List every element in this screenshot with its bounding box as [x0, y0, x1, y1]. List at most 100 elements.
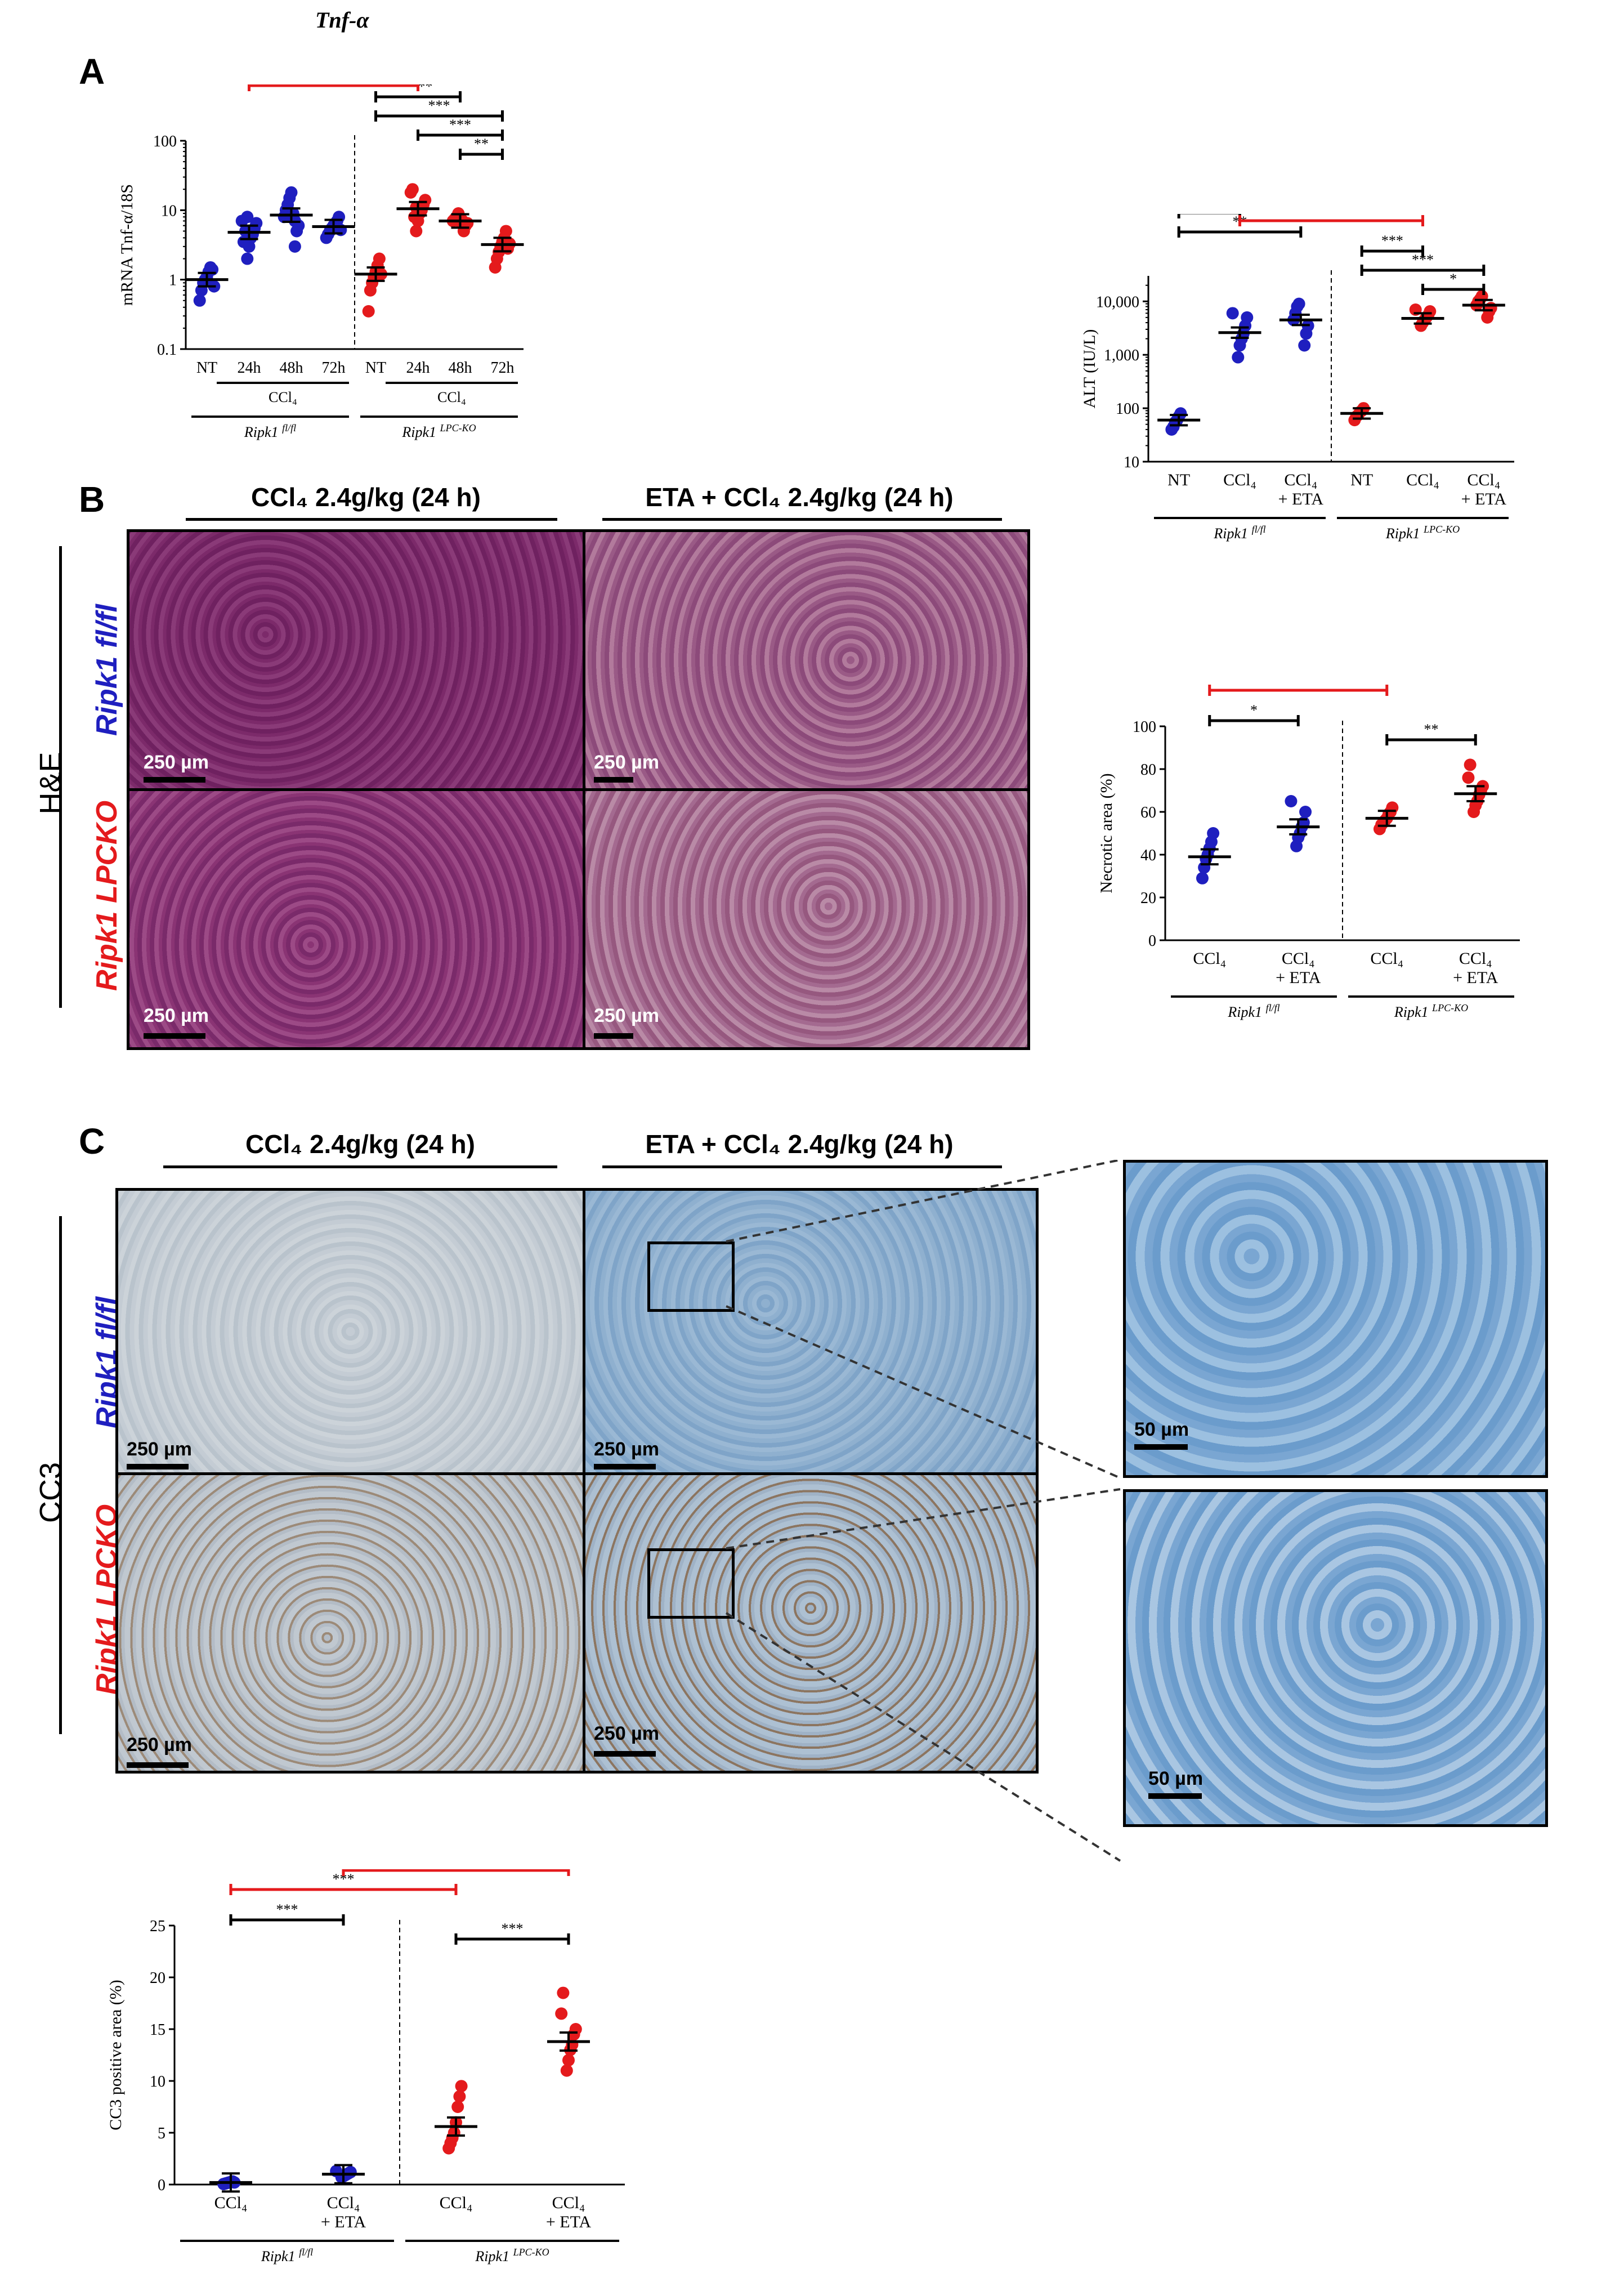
scalebar: [1148, 1793, 1202, 1799]
data-point: [406, 183, 419, 196]
data-point: [1298, 339, 1311, 352]
zoom-region-box: [647, 1241, 735, 1312]
x-tick-label: 24h: [238, 359, 261, 377]
significance-label: ***: [1381, 233, 1403, 249]
scalebar-label: 50 µm: [1134, 1419, 1189, 1440]
panel-letter-b: B: [79, 479, 105, 520]
y-tick-label: 20: [1140, 890, 1156, 907]
significance-label: ***: [428, 97, 450, 114]
data-point: [1285, 795, 1298, 807]
data-point: [1292, 297, 1305, 310]
x-tick-label: NT: [196, 359, 217, 377]
data-point: [1462, 771, 1475, 784]
data-point: [344, 2165, 357, 2178]
panel-b-row2-label: Ripk1 LPCKO: [91, 800, 123, 991]
data-point: [285, 186, 298, 199]
scalebar: [127, 1464, 189, 1469]
data-point: [288, 240, 301, 253]
tnf-chart: 0.1 1 10 100 mRNA Tnf-α/18S NT 24h 48h 72h NT 24h 4…: [118, 84, 524, 440]
data-point: [1464, 758, 1477, 771]
data-point: [557, 1986, 570, 1999]
scalebar-label: 250 µm: [594, 1005, 659, 1026]
significance-label: **: [474, 136, 489, 152]
x-tick-label: CCl₄: [440, 2194, 473, 2212]
x-tick-label: CCl₄: [1370, 949, 1403, 968]
panel-b-col1-header: CCl₄ 2.4g/kg (24 h): [251, 483, 481, 512]
panel-letter-c: C: [79, 1121, 105, 1162]
x-tick-label: 48h: [449, 359, 472, 377]
data-point: [410, 225, 423, 238]
panel-c-stain-label: CC3: [34, 1462, 68, 1524]
scalebar: [144, 777, 205, 783]
data-point: [453, 2090, 466, 2103]
significance-label: ***: [1287, 681, 1309, 688]
data-point: [1226, 307, 1239, 320]
x-tick-label: 72h: [491, 359, 515, 377]
x-tick-label: NT: [1350, 471, 1373, 489]
scalebar: [594, 1751, 656, 1757]
y-tick-label: 10: [150, 2073, 165, 2091]
y-axis-label: CC3 positive area (%): [106, 1980, 125, 2130]
panel-b-row-line: [59, 546, 62, 1008]
significance-label: ***: [502, 1920, 524, 1937]
he-flfl-eta-image: 250 µm: [583, 529, 1030, 791]
panel-c-col2-header: ETA + CCl₄ 2.4g/kg (24 h): [645, 1129, 954, 1159]
y-tick-label: 25: [150, 1918, 165, 1935]
y-axis-label: Necrotic area (%): [1097, 773, 1116, 893]
panel-c-col2-underline: [602, 1165, 1002, 1168]
y-tick-label: 10: [161, 202, 177, 220]
genotype-label: Ripk1 LPC-KO: [401, 422, 476, 440]
y-axis-label: mRNA Tnf-α/18S: [118, 184, 136, 306]
treatment-label: CCl₄: [269, 389, 297, 405]
y-tick-label: 10,000: [1096, 293, 1139, 311]
scalebar-label: 50 µm: [1148, 1768, 1204, 1789]
x-tick-label: CCl₄: [552, 2194, 585, 2212]
scalebar-label: 250 µm: [594, 752, 659, 773]
y-tick-label: 100: [1133, 718, 1156, 736]
y-tick-label: 10: [1124, 454, 1139, 471]
panel-b-row1-label: Ripk1 fl/fl: [91, 604, 123, 736]
panel-c-col1-header: CCl₄ 2.4g/kg (24 h): [245, 1129, 475, 1159]
data-point: [362, 305, 375, 318]
x-tick-label: NT: [1167, 471, 1190, 489]
scalebar: [594, 1033, 633, 1039]
data-point: [455, 2080, 468, 2093]
data-point: [241, 211, 254, 224]
data-point: [193, 294, 206, 307]
panel-c-row-line: [59, 1216, 62, 1734]
panel-b-col2-underline: [602, 518, 1002, 521]
genotype-label: Ripk1 LPC-KO: [475, 2246, 549, 2264]
y-tick-label: 1: [169, 272, 177, 289]
cc3-flfl-eta-image: 250 µm: [583, 1188, 1039, 1475]
x-tick-label: CCl₄: [1284, 471, 1317, 489]
data-point: [1174, 407, 1187, 420]
genotype-label: Ripk1 LPC-KO: [1385, 524, 1460, 542]
panel-b-col2-header: ETA + CCl₄ 2.4g/kg (24 h): [645, 483, 954, 512]
data-point: [448, 2127, 460, 2139]
x-tick-label: CCl₄: [1193, 949, 1226, 968]
scalebar: [127, 1762, 189, 1768]
x-tick-label: CCl₄: [214, 2194, 248, 2212]
significance-label: **: [1424, 721, 1439, 738]
scalebar-label: 250 µm: [144, 1005, 209, 1026]
y-tick-label: 15: [150, 2021, 165, 2039]
scalebar: [1134, 1444, 1188, 1450]
cc3-lpcko-eta-image: 250 µm: [583, 1472, 1039, 1774]
x-tick-label: + ETA: [1453, 968, 1498, 987]
significance-label: *: [1449, 271, 1457, 287]
y-tick-label: 0: [1148, 932, 1156, 950]
scalebar: [594, 777, 633, 783]
scalebar: [594, 1464, 656, 1469]
scalebar-label: 250 µm: [127, 1439, 192, 1460]
data-point: [373, 252, 386, 265]
data-point: [1241, 311, 1254, 324]
scalebar: [144, 1033, 205, 1039]
x-tick-label: 48h: [280, 359, 303, 377]
genotype-label: Ripk1 fl/fl: [244, 422, 296, 440]
y-tick-label: 100: [153, 133, 177, 150]
data-point: [499, 225, 512, 238]
data-point: [419, 194, 432, 207]
x-tick-label: CCl₄: [1223, 471, 1256, 489]
scalebar-label: 250 µm: [144, 752, 209, 773]
